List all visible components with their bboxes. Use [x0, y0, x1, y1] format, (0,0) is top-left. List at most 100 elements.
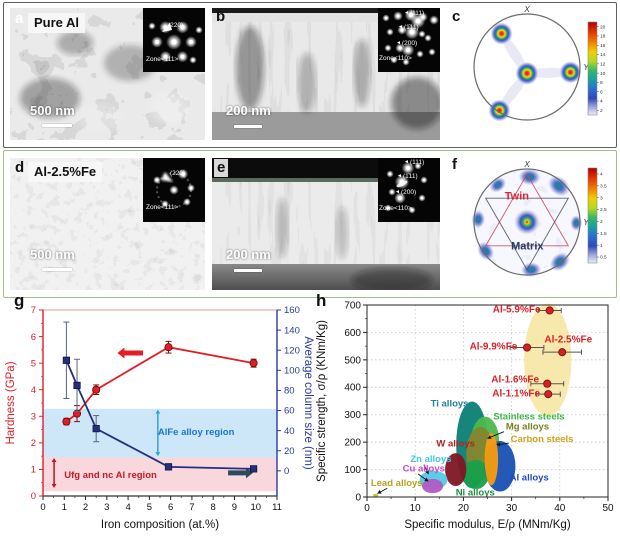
colorbar-tick: 18	[600, 34, 606, 40]
pole-figure-pure-al: X Y 20 18 16 14 12 10 8 6 4 2	[473, 5, 606, 122]
colorbar-tick: 8	[600, 80, 603, 86]
y-left-tick-label: 3	[31, 411, 36, 422]
y-right-axis-title: Average column size (nm)	[302, 336, 314, 470]
arrow-shaft	[423, 464, 428, 472]
alfe-point-label: Al-1.6%Fe	[491, 375, 539, 386]
y-axis-title: Specific strength, σ/ρ (KNm/Kg)	[316, 320, 328, 482]
y-right-tick-label: 0	[284, 466, 289, 477]
arrow-head	[425, 470, 429, 475]
pole-intensity-spot	[521, 262, 542, 278]
x-axis-title: Iron composition (at.%)	[101, 519, 219, 531]
y-tick-label: 600	[344, 328, 361, 339]
diffraction-spot-core	[404, 60, 408, 64]
colorbar-tick: 2	[600, 219, 603, 225]
scale-bar-label: 500 nm	[30, 247, 75, 262]
diffraction-spot-core	[172, 188, 176, 192]
arrow-shaft	[417, 473, 426, 480]
dp-label-111: (111)	[404, 159, 425, 167]
panel-letter-d: d	[15, 159, 25, 176]
x-axis-title: Specific modulus, E/ρ (MNm/Kg)	[404, 519, 570, 531]
diffraction-spot-core	[399, 179, 405, 185]
diffraction-spot-core	[420, 32, 424, 36]
alfe-data-point	[544, 390, 553, 399]
diffraction-spot-core	[386, 206, 390, 210]
arrow-shaft	[500, 442, 509, 445]
diffraction-spot-core	[163, 54, 168, 59]
y-left-tick-label: 2	[31, 438, 36, 449]
diffraction-spot-core	[390, 190, 394, 194]
dp-label-text: (1̄11)	[403, 24, 419, 31]
scale-bar	[42, 268, 72, 271]
arrow-head	[424, 477, 429, 482]
colorbar-tick: 12	[600, 61, 606, 67]
arrow-marker	[161, 172, 173, 182]
panel-letter-f: f	[452, 156, 457, 173]
alfe-point-label: Al-5.9%Fe	[493, 305, 541, 316]
alfe-point-label: Al-2.5%Fe	[544, 334, 592, 345]
diffraction-spot-core	[180, 54, 185, 59]
scale-bar	[42, 124, 72, 127]
colorbar-tick: 2	[600, 108, 603, 114]
x-tick-label: 8	[211, 502, 216, 513]
colorbar-tick: 16	[600, 43, 606, 49]
arrow-head	[155, 452, 161, 457]
y-tick-label: 300	[344, 410, 361, 421]
arrow-head	[117, 347, 125, 359]
y-left-tick-label: 4	[31, 385, 36, 396]
panel-letter-b: b	[216, 8, 226, 25]
diffraction-spot-core	[189, 40, 193, 44]
diffraction-spot-core	[171, 39, 177, 45]
zone-axis-label: Zone<111>	[146, 204, 179, 211]
y-left-tick-label: 0	[31, 491, 36, 502]
alfe-point-label: Al-9.9%Fe	[470, 342, 518, 353]
diffraction-spot-core	[410, 208, 414, 212]
data-point	[164, 463, 173, 471]
dp-label-text: (200)	[401, 40, 418, 47]
alfe-data-point	[545, 306, 554, 315]
alloy-label: Ni alloys	[456, 487, 495, 498]
x-tick-label: 10	[410, 503, 422, 514]
pole-intensity-spot	[477, 241, 495, 261]
arrow-head	[496, 442, 501, 447]
y-tick-label: 500	[344, 355, 361, 366]
pole-axis-y: Y	[583, 218, 589, 227]
x-tick-label: 20	[458, 503, 470, 514]
colorbar-tick: 3.5	[600, 183, 607, 189]
pole-center-spot	[514, 209, 540, 235]
tem-image-alfe-cross-section	[212, 158, 440, 290]
panel-letter-c: c	[452, 8, 461, 25]
diffraction-spot-core	[185, 200, 189, 204]
diffraction-spot-core	[426, 36, 430, 40]
dp-label-200: (200)	[396, 40, 418, 48]
alfe-point-label: Al-1.1%Fe	[492, 388, 540, 399]
dp-label-text: (111)	[409, 10, 425, 17]
arrow-head	[155, 409, 161, 414]
diffraction-spot-core	[405, 47, 411, 53]
colorbar-tick: 14	[600, 52, 606, 58]
dp-label-text: (200)	[400, 189, 417, 196]
zone-axis-label: Zone<110>	[379, 55, 412, 62]
alloy-ellipse	[462, 459, 489, 490]
colorbar	[587, 21, 598, 116]
x-tick-label: 2	[83, 502, 88, 513]
dp-label-text: (111)	[409, 159, 425, 166]
pole-axis-x: X	[523, 160, 530, 169]
alfe-data-point	[558, 348, 567, 357]
scale-bar-label: 500 nm	[30, 103, 75, 118]
x-tick-label: 30	[506, 503, 518, 514]
diffraction-spot-core	[398, 196, 402, 200]
x-tick-label: 6	[168, 502, 173, 513]
diffraction-spot-core	[384, 16, 388, 20]
arrow-head	[51, 458, 57, 463]
alloy-label: Al alloys	[510, 473, 549, 484]
alloy-label: Mg alloys	[506, 421, 549, 432]
diffraction-spot-core	[388, 172, 392, 176]
data-point	[92, 425, 100, 433]
data-point	[62, 356, 71, 364]
pole-intensity-spot	[559, 61, 582, 84]
pole-figure-alfe: X Y Twin Matrix 4 3.5 3 2.5 2 1.5 1 0.5	[471, 160, 607, 278]
dp-label-200: (200)	[395, 189, 417, 197]
x-tick-label: 7	[189, 502, 194, 513]
diffraction-spot-core	[181, 172, 185, 176]
